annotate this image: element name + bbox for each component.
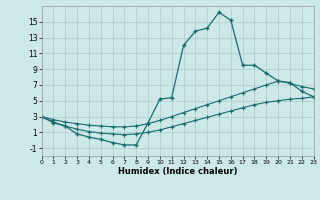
X-axis label: Humidex (Indice chaleur): Humidex (Indice chaleur) <box>118 167 237 176</box>
